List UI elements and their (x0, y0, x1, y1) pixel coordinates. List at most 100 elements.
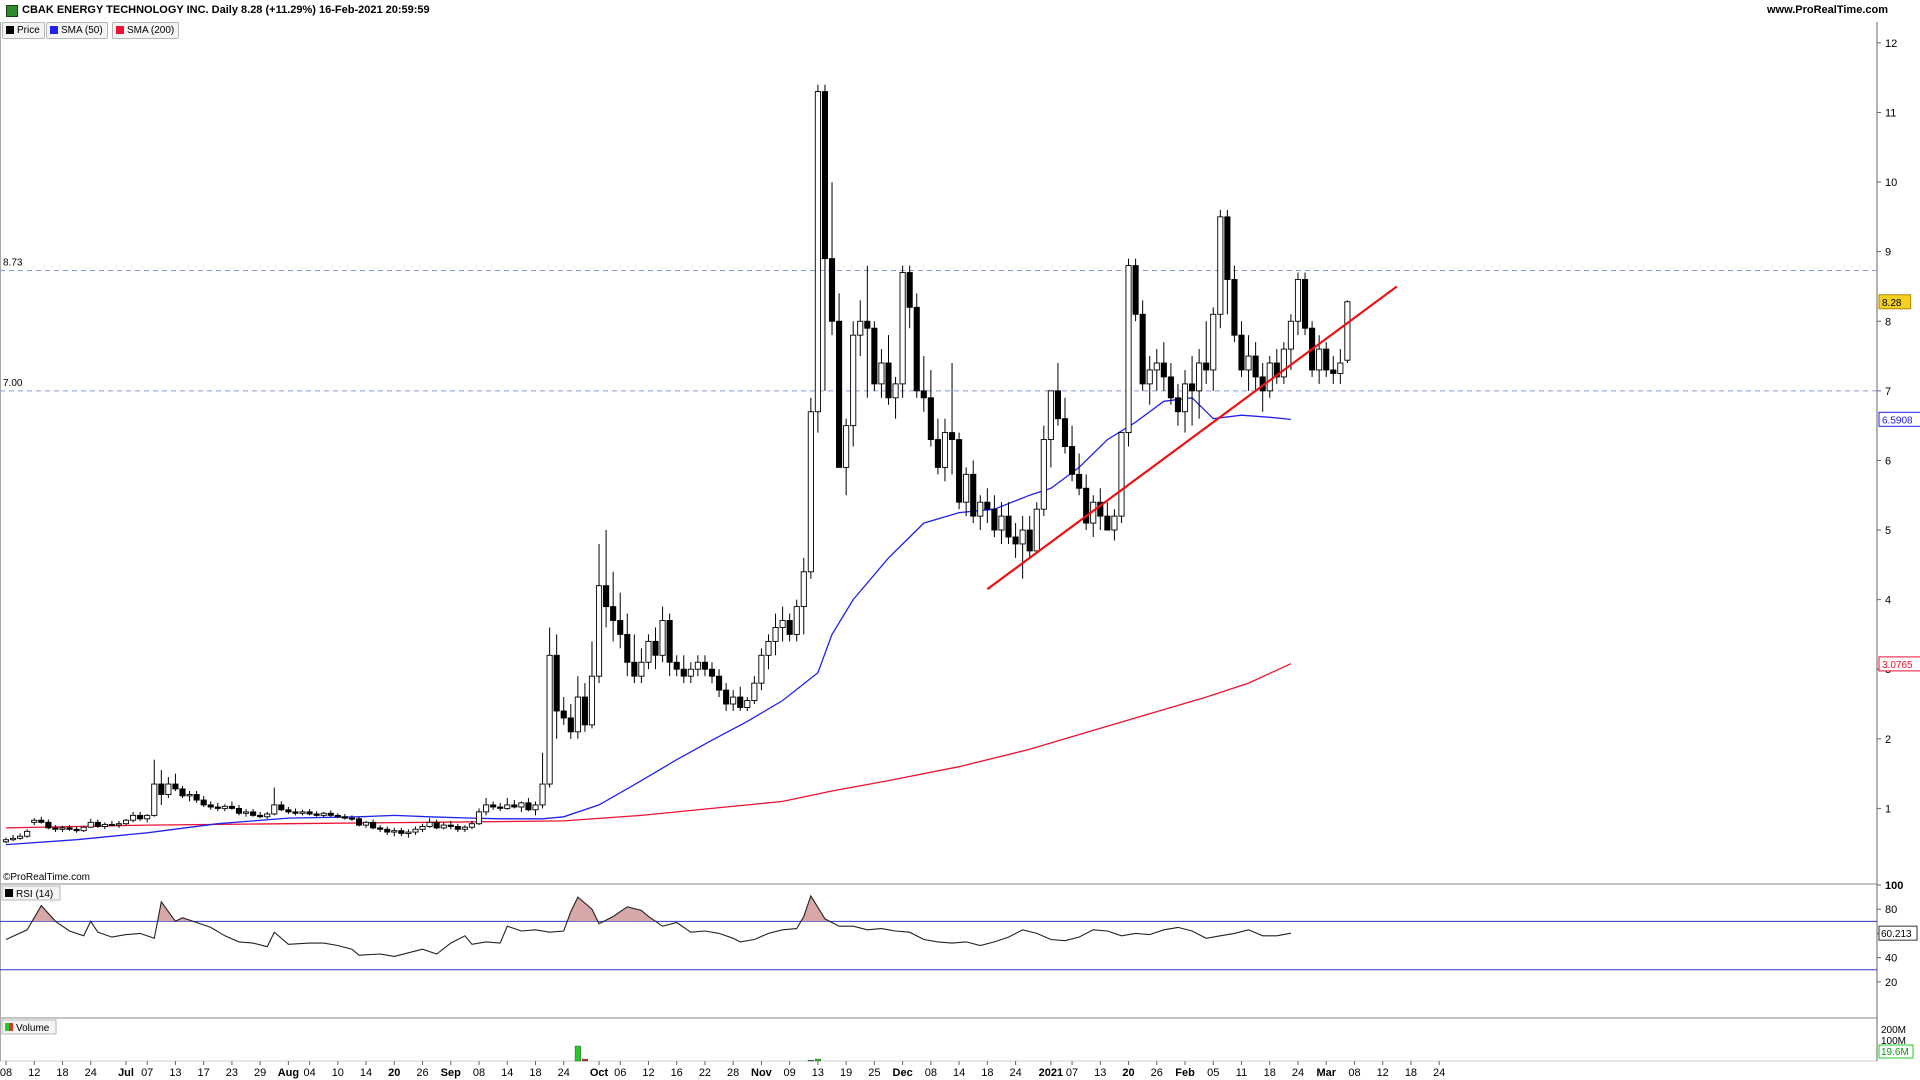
candle[interactable] (348, 815, 355, 821)
candle[interactable] (1019, 516, 1026, 579)
candle[interactable] (1280, 342, 1287, 384)
candle[interactable] (610, 571, 617, 642)
candle[interactable] (257, 811, 264, 819)
candle[interactable] (158, 770, 165, 805)
candle[interactable] (207, 801, 214, 810)
candle[interactable] (666, 613, 673, 677)
candle[interactable] (751, 676, 758, 705)
candle[interactable] (447, 820, 454, 830)
candle[interactable] (800, 557, 807, 635)
candle[interactable] (624, 613, 631, 677)
candle[interactable] (193, 791, 200, 803)
candle[interactable] (1287, 314, 1294, 370)
candle[interactable] (737, 686, 744, 711)
candle[interactable] (821, 84, 829, 391)
candle[interactable] (440, 822, 447, 830)
candle[interactable] (497, 802, 504, 812)
candle[interactable] (1266, 356, 1273, 398)
candle[interactable] (1210, 307, 1217, 391)
candle[interactable] (426, 818, 433, 828)
candle[interactable] (1238, 321, 1245, 377)
candle[interactable] (31, 818, 38, 826)
candle[interactable] (1132, 258, 1139, 322)
candle[interactable] (1097, 488, 1104, 531)
candle[interactable] (1118, 432, 1125, 524)
candle[interactable] (200, 795, 207, 808)
candle[interactable] (885, 335, 892, 405)
candle[interactable] (228, 801, 235, 810)
candle[interactable] (673, 655, 680, 677)
candle[interactable] (1083, 474, 1090, 531)
candle[interactable] (814, 84, 821, 433)
candle[interactable] (384, 826, 391, 835)
candle[interactable] (1294, 272, 1302, 336)
candle[interactable] (461, 825, 468, 833)
candle[interactable] (214, 802, 221, 812)
candle[interactable] (264, 811, 271, 819)
candle[interactable] (186, 791, 193, 802)
candle[interactable] (843, 418, 850, 496)
candle[interactable] (313, 811, 320, 817)
candle[interactable] (419, 823, 426, 833)
candle[interactable] (398, 827, 405, 837)
candle[interactable] (306, 809, 313, 816)
candle[interactable] (278, 801, 285, 812)
candle[interactable] (525, 797, 532, 812)
candle[interactable] (1104, 502, 1111, 531)
candle[interactable] (708, 662, 716, 684)
candle[interactable] (144, 813, 151, 823)
candle[interactable] (468, 820, 476, 830)
candle[interactable] (483, 797, 490, 816)
candle[interactable] (793, 599, 800, 642)
candle[interactable] (1005, 502, 1012, 544)
candle[interactable] (52, 825, 59, 833)
candle[interactable] (101, 822, 108, 830)
candle[interactable] (66, 825, 73, 831)
candle[interactable] (1252, 342, 1259, 391)
candle[interactable] (716, 669, 723, 698)
candle[interactable] (638, 648, 645, 684)
candle[interactable] (73, 826, 80, 833)
candle[interactable] (1231, 265, 1238, 343)
candle[interactable] (779, 606, 786, 642)
candle[interactable] (758, 648, 765, 691)
volume-legend[interactable]: Volume (1, 1019, 57, 1035)
candle[interactable] (1040, 425, 1047, 517)
candle[interactable] (631, 634, 638, 684)
candle[interactable] (617, 592, 624, 649)
candle[interactable] (45, 819, 52, 830)
candle[interactable] (370, 819, 377, 830)
candle[interactable] (998, 502, 1005, 544)
candle[interactable] (744, 697, 751, 711)
candle[interactable] (567, 704, 574, 739)
candle[interactable] (433, 819, 440, 830)
candle[interactable] (1224, 209, 1231, 315)
candle[interactable] (511, 800, 518, 809)
candle[interactable] (1174, 383, 1182, 426)
legend-sma50[interactable]: SMA (50) (46, 22, 108, 39)
candle[interactable] (355, 816, 363, 827)
candle[interactable] (553, 634, 560, 739)
site-url[interactable]: www.ProRealTime.com (1766, 4, 1888, 16)
candle[interactable] (828, 182, 836, 336)
candle[interactable] (560, 697, 567, 725)
candle[interactable] (108, 820, 115, 827)
candle[interactable] (1090, 495, 1097, 537)
candle[interactable] (172, 773, 179, 792)
candle[interactable] (723, 683, 730, 711)
candle[interactable] (94, 819, 101, 828)
candle[interactable] (920, 356, 927, 412)
candle[interactable] (581, 683, 588, 732)
candle[interactable] (115, 820, 123, 828)
candle[interactable] (1160, 342, 1167, 391)
candle[interactable] (659, 606, 666, 663)
candle[interactable] (518, 801, 525, 812)
candle[interactable] (1146, 356, 1153, 405)
candle[interactable] (1323, 342, 1330, 377)
candle[interactable] (588, 641, 596, 729)
candle[interactable] (1337, 349, 1344, 384)
candle[interactable] (1076, 453, 1083, 496)
candle[interactable] (341, 813, 348, 820)
candle[interactable] (1069, 425, 1076, 482)
